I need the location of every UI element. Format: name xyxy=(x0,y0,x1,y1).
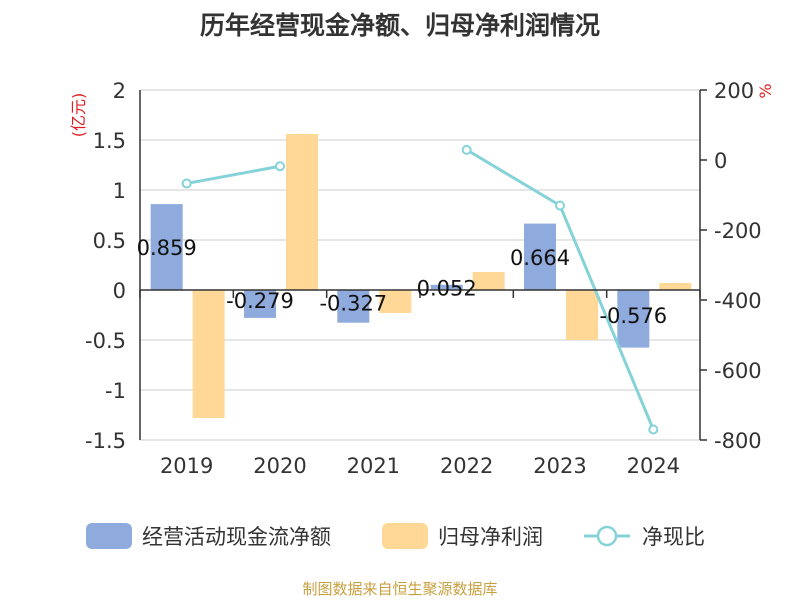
net-profit-bar-2022 xyxy=(472,272,505,290)
cashflow-bar-2024 xyxy=(617,290,650,348)
net-profit-bar-2024 xyxy=(659,283,692,290)
cash-ratio-point-2020 xyxy=(275,161,285,172)
y-right-tick-label: -800 xyxy=(714,429,762,453)
y-right-tick-label: -200 xyxy=(714,219,762,243)
net-profit-bar-2020 xyxy=(286,134,318,290)
cash-ratio-point-2022 xyxy=(461,144,472,155)
cash-ratio-point-2024 xyxy=(648,424,659,435)
chart-title: 历年经营现金净额、归母净利润情况 xyxy=(199,11,600,40)
y-right-unit-label: % xyxy=(756,83,775,98)
y-left-tick-label: -1.5 xyxy=(85,429,126,453)
grid-layer xyxy=(140,89,700,441)
net-profit-bar-2019 xyxy=(192,290,225,418)
net-profit-bar-2021 xyxy=(379,290,412,313)
y-left-tick-label: 0.5 xyxy=(93,229,126,253)
cashflow-bar-2022 xyxy=(430,284,463,290)
data-label-cashflow-2023: 0.664 xyxy=(510,246,570,270)
x-tick-label-2021: 2021 xyxy=(347,454,400,478)
cash-ratio-point-2023 xyxy=(555,200,565,211)
legend-swatch-net-profit xyxy=(382,523,428,549)
y-left-tick-label: 1.5 xyxy=(93,129,126,153)
legend-item-net-profit[interactable]: 归母净利润 xyxy=(382,516,543,556)
cashflow-bar-2020 xyxy=(244,290,276,318)
data-label-cashflow-2024: -0.576 xyxy=(599,304,667,328)
legend-label-net-profit: 归母净利润 xyxy=(438,525,543,549)
line-layer xyxy=(181,144,659,435)
data-label-cashflow-2020: -0.279 xyxy=(226,289,294,313)
cashflow-bar-2021 xyxy=(337,290,370,323)
axis-layer: 2 1.5 1 0.5 0 -0.5 -1 -1.5 200 0 -200 -400 -600 -800 2… xyxy=(69,79,775,478)
cash-ratio-point-2019 xyxy=(181,178,192,189)
data-label-cashflow-2022: 0.052 xyxy=(417,276,477,300)
net-profit-bar-2023 xyxy=(566,290,598,340)
legend-line-marker-icon xyxy=(584,525,630,547)
y-left-tick-label: -1 xyxy=(105,379,126,403)
data-label-cashflow-2019: 0.859 xyxy=(137,236,197,260)
bars-layer xyxy=(150,134,692,418)
y-right-tick-label: -400 xyxy=(714,289,762,313)
y-left-unit-label: (亿元) xyxy=(69,93,88,138)
y-left-tick-label: 2 xyxy=(113,79,126,103)
source-note: 制图数据来自恒生聚源数据库 xyxy=(302,580,498,598)
legend-label-cash-ratio: 净现比 xyxy=(642,525,705,549)
legend-item-cash-ratio[interactable]: 净现比 xyxy=(582,516,705,556)
cash-ratio-line xyxy=(186,164,281,185)
cashflow-bar-2023 xyxy=(524,223,556,290)
y-right-tick-label: 200 xyxy=(714,79,754,103)
y-left-tick-label: 1 xyxy=(113,179,126,203)
label-layer: 0.859 -0.279 -0.327 0.052 0.664 -0.576 xyxy=(137,236,668,328)
x-tick-label-2019: 2019 xyxy=(160,454,213,478)
data-label-cashflow-2021: -0.327 xyxy=(319,291,387,315)
legend: 经营活动现金流净额 归母净利润 净现比 xyxy=(0,516,800,556)
legend-swatch-cashflow xyxy=(86,523,132,549)
x-tick-label-2020: 2020 xyxy=(253,454,306,478)
legend-label-cashflow: 经营活动现金流净额 xyxy=(142,525,331,549)
y-left-tick-label: 0 xyxy=(113,279,126,303)
x-tick-label-2024: 2024 xyxy=(627,454,680,478)
y-left-tick-label: -0.5 xyxy=(85,329,126,353)
y-right-tick-label: 0 xyxy=(714,149,727,173)
y-right-tick-label: -600 xyxy=(714,359,762,383)
cashflow-bar-2019 xyxy=(150,204,183,290)
legend-item-cashflow[interactable]: 经营活动现金流净额 xyxy=(86,516,331,556)
x-tick-label-2022: 2022 xyxy=(440,454,493,478)
x-tick-label-2023: 2023 xyxy=(533,454,586,478)
